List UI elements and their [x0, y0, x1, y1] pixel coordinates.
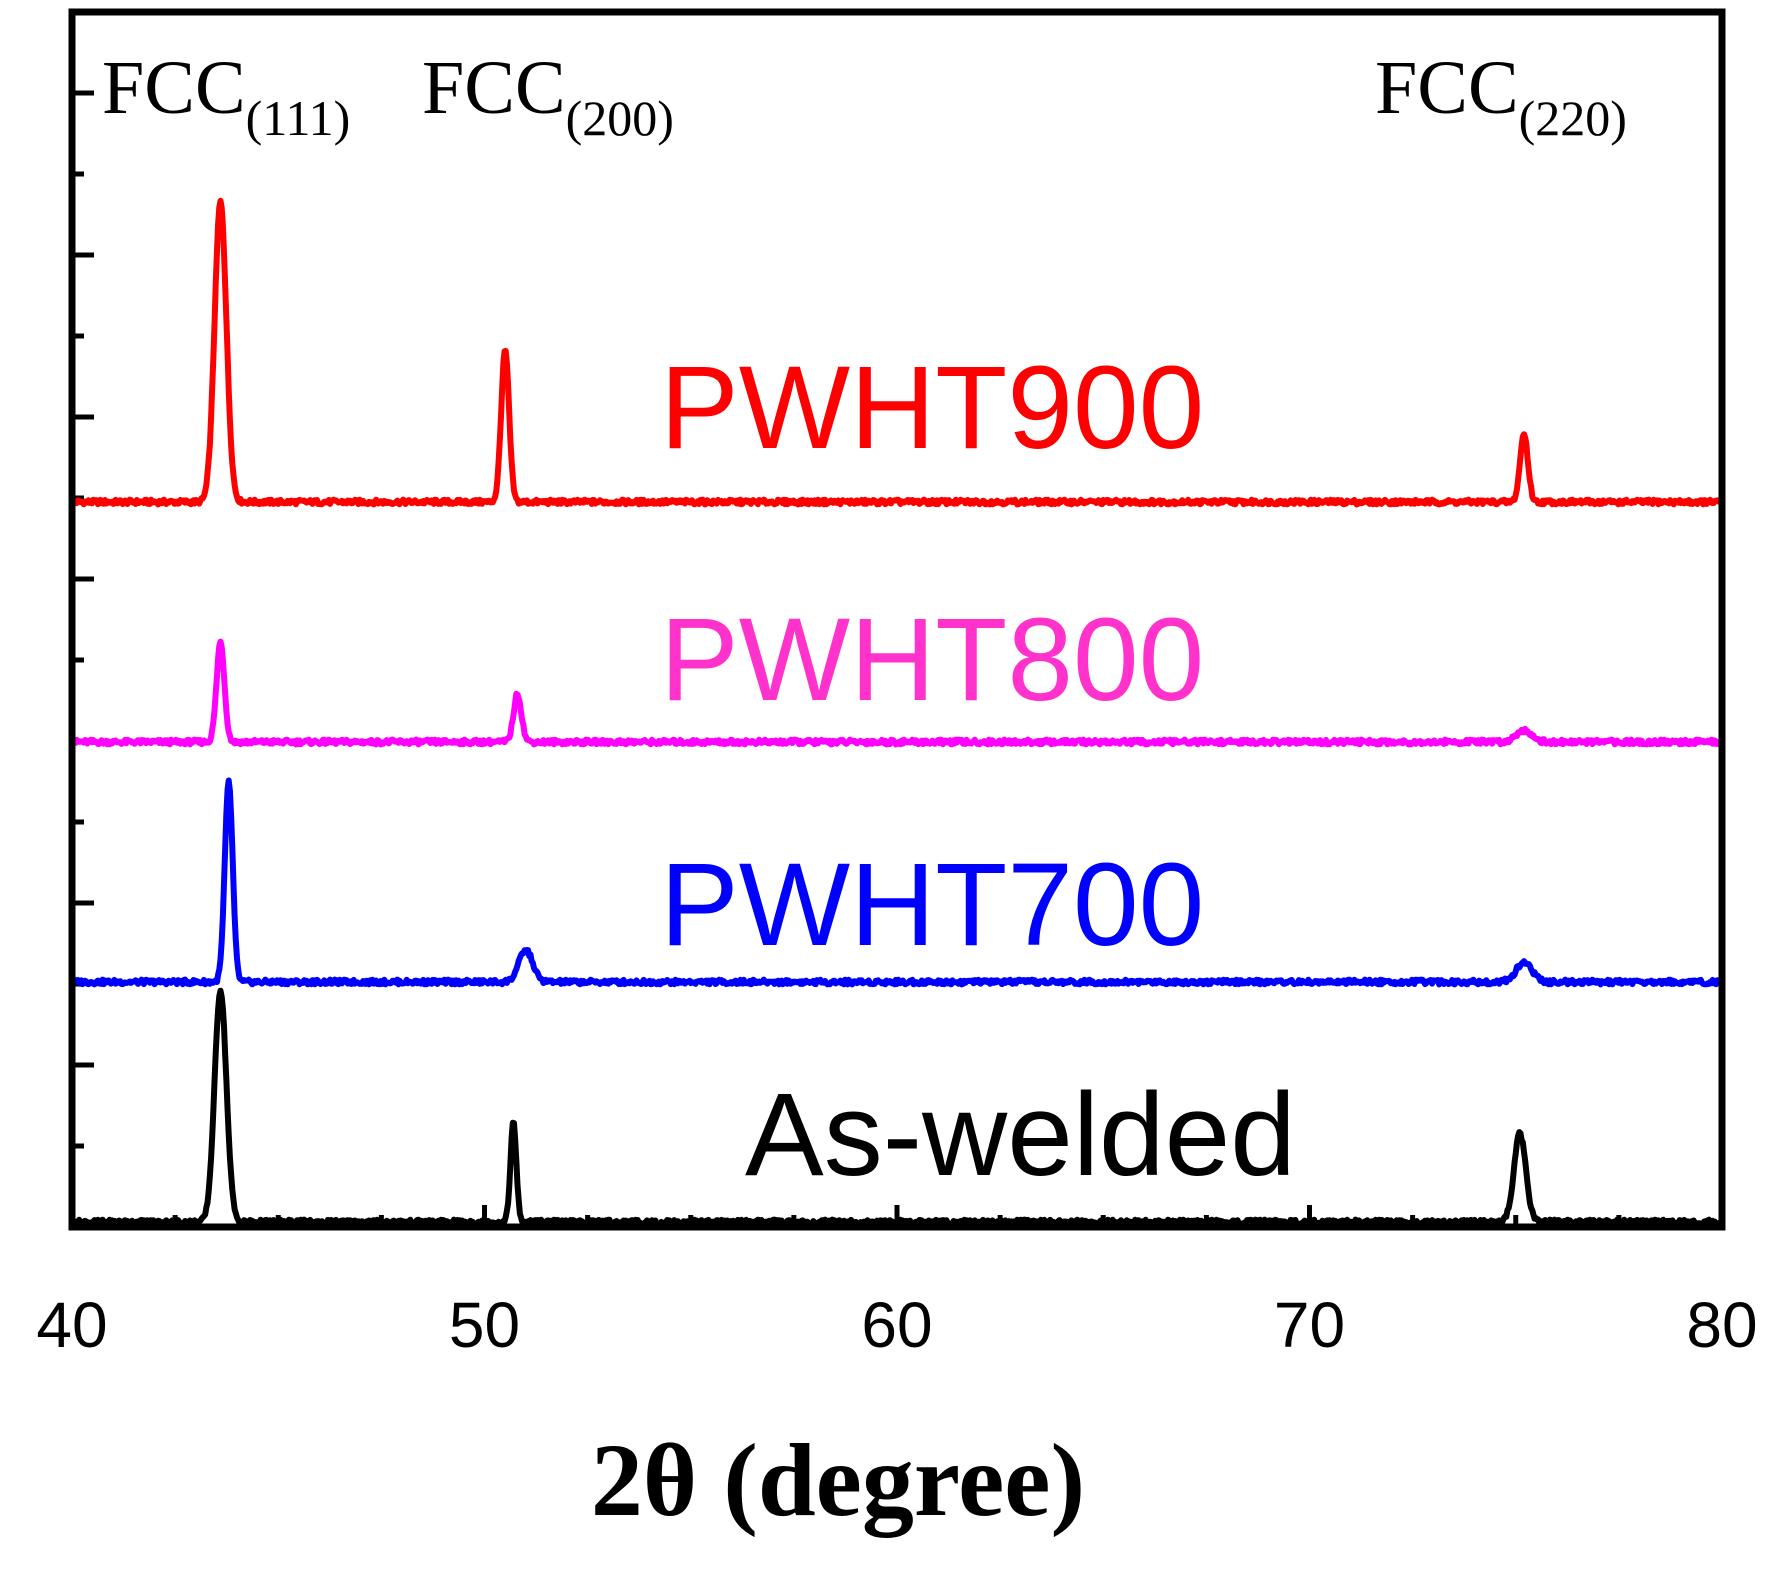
series-group — [69, 197, 1725, 1227]
x-tick-label: 40 — [36, 1289, 107, 1361]
peak-label-index: (220) — [1519, 90, 1627, 146]
plot-frame — [68, 8, 1726, 1231]
peak-label-220: FCC(220) — [1375, 46, 1627, 146]
series-label-pwht700: PWHT700 — [660, 839, 1204, 971]
x-tick-label: 70 — [1274, 1289, 1345, 1361]
x-tick-label: 50 — [449, 1289, 520, 1361]
series-labels: PWHT900 PWHT800 PWHT700 As-welded — [660, 342, 1296, 1201]
peak-label-base: FCC — [102, 46, 246, 130]
series-line-as-welded — [69, 987, 1725, 1227]
peak-label-111: FCC(111) — [102, 46, 350, 146]
peak-label-base: FCC — [1375, 46, 1519, 130]
x-axis-ticks: 40 50 60 70 80 — [36, 1205, 1758, 1361]
series-line-pwht700 — [70, 777, 1725, 988]
peak-label-200: FCC(200) — [422, 46, 674, 146]
series-label-pwht900: PWHT900 — [660, 342, 1204, 474]
x-tick-label: 80 — [1686, 1289, 1757, 1361]
x-tick-label: 60 — [861, 1289, 932, 1361]
series-label-as-welded: As-welded — [745, 1069, 1296, 1201]
peak-label-index: (111) — [246, 90, 351, 146]
peak-label-base: FCC — [422, 46, 566, 130]
peak-annotations: FCC(111) FCC(200) FCC(220) — [102, 46, 1627, 146]
series-line-pwht900 — [69, 197, 1725, 508]
x-axis-title: 2θ (degree) — [591, 1423, 1085, 1538]
series-label-pwht800: PWHT800 — [660, 594, 1204, 726]
peak-label-index: (200) — [566, 90, 674, 146]
series-line-pwht800 — [70, 638, 1724, 748]
